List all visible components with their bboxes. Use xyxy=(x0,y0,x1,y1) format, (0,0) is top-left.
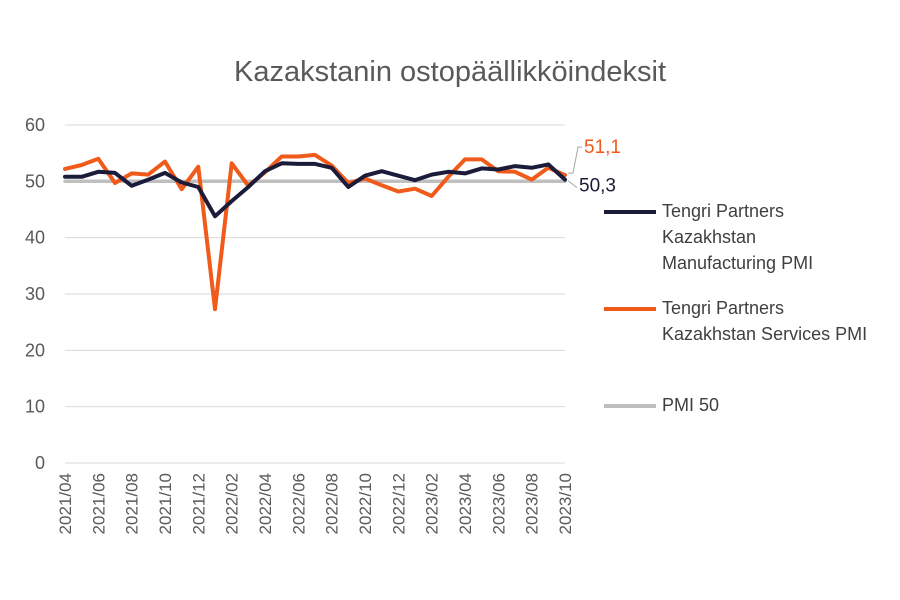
legend-entry-pmi-50: PMI 50 xyxy=(604,392,900,418)
legend-label-services-line-1: Tengri Partners xyxy=(662,298,785,318)
legend-label-manufacturing-line-1: Tengri Partners xyxy=(662,201,785,221)
manufacturing-end-value-label: 50,3 xyxy=(579,176,616,197)
legend-entry-manufacturing: Tengri Partners Kazakhstan Manufacturing… xyxy=(604,198,900,276)
x-tick-label-2021-12: 2021/12 xyxy=(189,473,208,534)
services-end-label-leader xyxy=(568,146,582,174)
end-value-labels: 51,1 50,3 xyxy=(567,137,621,197)
legend-swatch-manufacturing xyxy=(604,210,656,214)
x-tick-label-2023-08: 2023/08 xyxy=(523,473,542,534)
x-axis-tick-labels: 2021/04 2021/06 2021/08 2021/10 2021/12 2022/… xyxy=(56,473,575,534)
legend-label-manufacturing-line-2: Kazakhstan xyxy=(662,227,757,247)
x-tick-label-2023-02: 2023/02 xyxy=(423,473,442,534)
y-tick-label-40: 40 xyxy=(25,228,45,248)
legend-label-manufacturing-line-3: Manufacturing PMI xyxy=(662,253,814,273)
services-end-value-label: 51,1 xyxy=(584,137,621,158)
legend-entry-services: Tengri Partners Kazakhstan Services PMI xyxy=(604,295,900,347)
manufacturing-pmi-line xyxy=(63,161,567,219)
x-tick-label-2023-10: 2023/10 xyxy=(556,473,575,534)
x-tick-label-2023-04: 2023/04 xyxy=(456,473,475,534)
x-tick-label-2022-04: 2022/04 xyxy=(256,473,275,534)
x-tick-label-2021-04: 2021/04 xyxy=(56,473,75,534)
legend-swatch-pmi-50 xyxy=(604,404,656,408)
x-tick-label-2022-02: 2022/02 xyxy=(223,473,242,534)
services-pmi-line xyxy=(63,152,567,312)
y-tick-label-20: 20 xyxy=(25,340,45,360)
x-tick-label-2022-08: 2022/08 xyxy=(323,473,342,534)
manufacturing-end-label-leader xyxy=(567,180,578,189)
x-tick-label-2021-06: 2021/06 xyxy=(89,473,108,534)
x-tick-label-2021-10: 2021/10 xyxy=(156,473,175,534)
y-tick-label-10: 10 xyxy=(25,397,45,417)
x-tick-label-2021-08: 2021/08 xyxy=(123,473,142,534)
y-axis-tick-labels: 0 10 20 30 40 50 60 xyxy=(25,115,45,473)
y-tick-label-0: 0 xyxy=(35,453,45,473)
y-tick-label-50: 50 xyxy=(25,171,45,191)
legend-label-services-line-2: Kazakhstan Services PMI xyxy=(662,324,868,344)
x-tick-label-2022-06: 2022/06 xyxy=(289,473,308,534)
legend-label-pmi-50: PMI 50 xyxy=(662,395,720,415)
series-lines xyxy=(63,152,567,312)
y-tick-label-30: 30 xyxy=(25,284,45,304)
x-tick-label-2022-10: 2022/10 xyxy=(356,473,375,534)
legend-swatch-services xyxy=(604,307,656,311)
x-tick-label-2022-12: 2022/12 xyxy=(389,473,408,534)
chart-title: Kazakstanin ostopäällikköindeksit xyxy=(233,56,667,88)
x-tick-label-2023-06: 2023/06 xyxy=(489,473,508,534)
y-tick-label-60: 60 xyxy=(25,115,45,135)
